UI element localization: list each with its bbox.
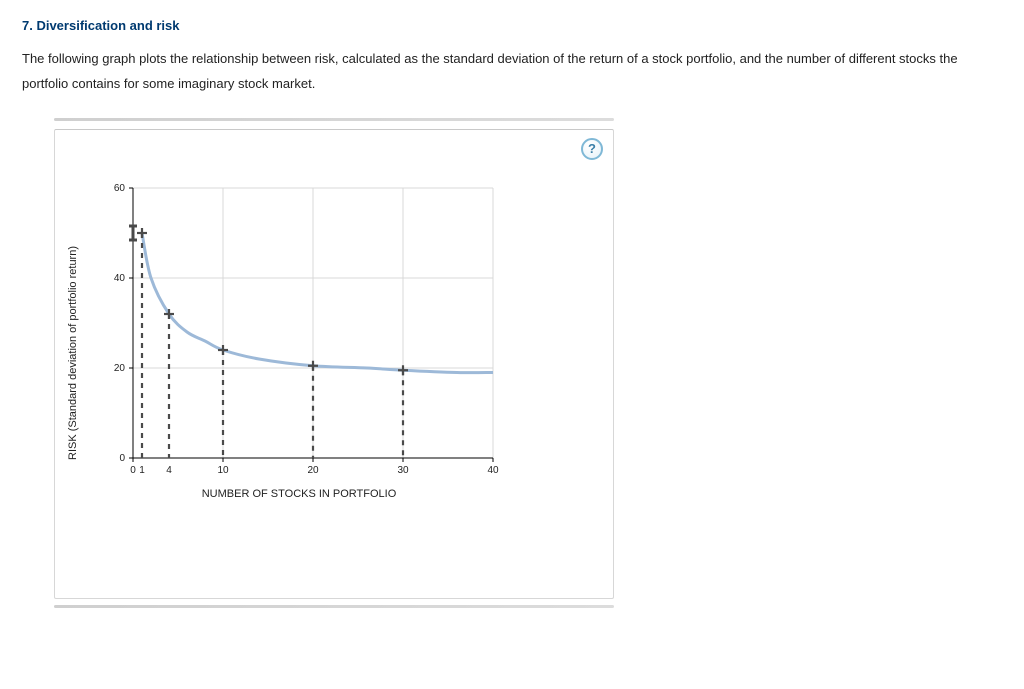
svg-text:60: 60 [114, 183, 126, 194]
svg-text:1: 1 [139, 465, 145, 476]
svg-text:30: 30 [397, 465, 409, 476]
panel-bottom-rule [54, 605, 614, 608]
x-axis-label: NUMBER OF STOCKS IN PORTFOLIO [99, 488, 499, 500]
svg-text:40: 40 [487, 465, 499, 476]
svg-text:4: 4 [166, 465, 172, 476]
svg-text:20: 20 [114, 363, 126, 374]
svg-text:20: 20 [307, 465, 319, 476]
svg-text:40: 40 [114, 273, 126, 284]
help-icon[interactable]: ? [581, 138, 603, 160]
svg-text:0: 0 [119, 453, 125, 464]
chart-panel: ? RISK (Standard deviation of portfolio … [54, 129, 614, 599]
risk-chart-svg: 0 20 40 60 0 10 20 30 40 1 4 [99, 180, 499, 484]
panel-top-rule [54, 118, 614, 121]
question-body: The following graph plots the relationsh… [22, 47, 1002, 96]
svg-text:0: 0 [130, 465, 136, 476]
question-title: 7. Diversification and risk [22, 18, 1002, 33]
chart-area: 0 20 40 60 0 10 20 30 40 1 4 NUMBER OF STOCKS IN P… [99, 180, 499, 500]
y-axis-label: RISK (Standard deviation of portfolio re… [67, 246, 79, 460]
svg-text:10: 10 [217, 465, 229, 476]
